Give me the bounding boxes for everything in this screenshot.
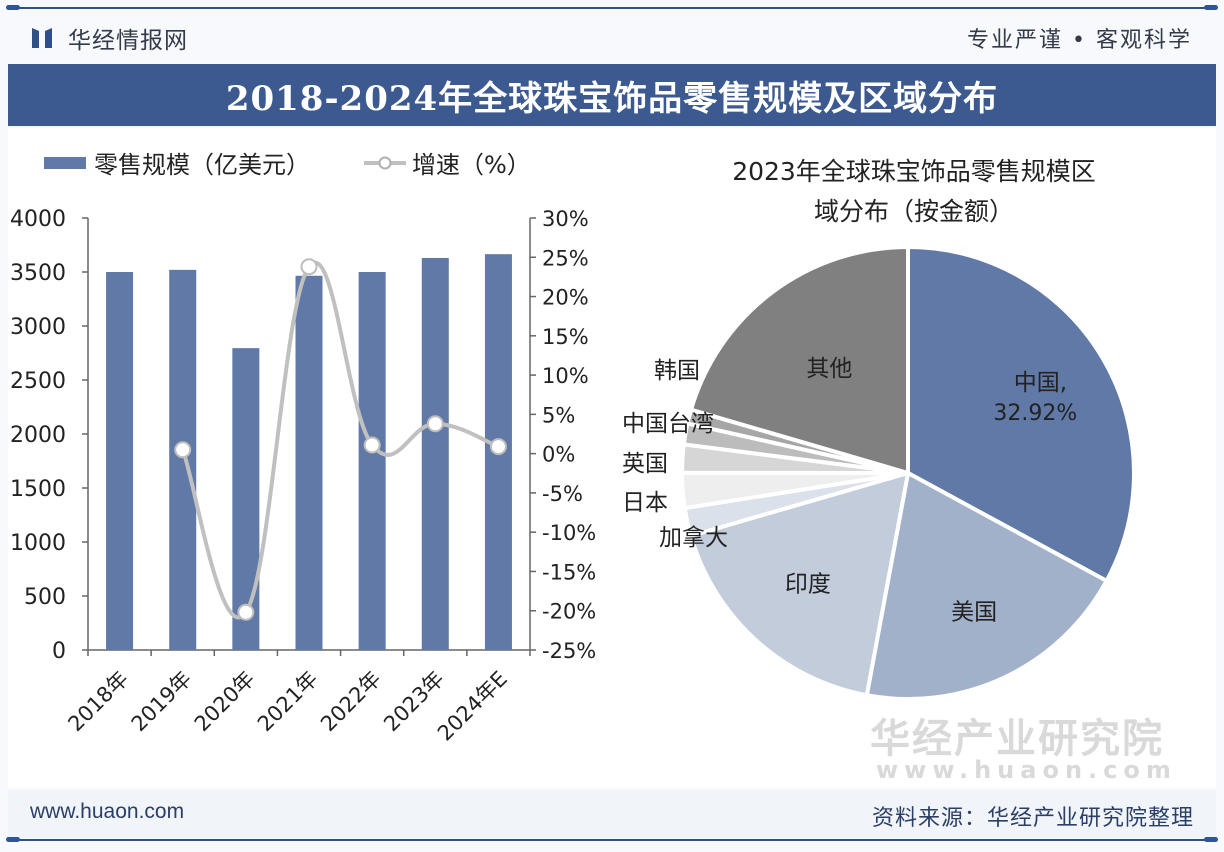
pie-label-中国: 中国, [1014,370,1067,396]
x-tick-label: 2022年 [316,667,386,737]
pie-slice-美国 [864,471,1109,701]
combo-axes: 0 500 1000 1500 2000 2500 3000 3500 4000 -25% -20%… [10,207,596,664]
left-tick-label: 500 [24,585,66,610]
bottom-divider [8,839,1216,841]
bar-2021年 [295,275,323,650]
left-tick-label: 1500 [10,477,66,502]
x-tick-label: 2019年 [127,667,197,737]
x-tick-label: 2021年 [253,667,323,737]
right-tick-label: 10% [542,364,589,388]
pie-label-日本: 日本 [622,490,668,516]
right-tick-label: 15% [542,325,589,349]
right-tick-label: -15% [542,560,596,584]
left-tick-label: 3000 [10,315,66,340]
right-tick-label: -20% [542,600,596,624]
pie-labels: 中国, 32.92% 美国 印度 加拿大 日本 英国 中国台湾 韩国 其他 [622,356,1077,626]
right-tick-label: -10% [542,521,596,545]
pie-slice-中国 [906,245,1136,583]
legend-bar-swatch [44,157,86,169]
brand-logo-icon [32,28,52,48]
pie-slice-印度 [688,471,910,698]
footer: www.huaon.com 资料来源：华经产业研究院整理 [8,790,1216,838]
combo-bars [106,254,512,650]
bottom-divider-cap-right [1204,837,1218,842]
left-tick-label: 2000 [10,423,66,448]
legend-line-marker [378,156,392,170]
pie-slices [680,245,1136,701]
pie-title-line-2: 域分布（按金额） [814,197,1014,226]
pie-label-英国: 英国 [622,451,668,477]
right-tick-label: 30% [542,207,589,231]
right-tick-label: 20% [542,286,589,310]
title-bar: 2018-2024年全球珠宝饰品零售规模及区域分布 [8,64,1216,126]
left-tick-label: 3500 [10,261,66,286]
legend-line-label: 增速（%） [412,151,531,179]
growth-point [489,438,507,456]
pie-slice-其他 [689,245,910,475]
bar-2018年 [106,272,134,650]
right-tick-label: 5% [542,403,575,427]
left-tick-label: 4000 [10,207,66,232]
left-tick-label: 1000 [10,531,66,556]
top-divider-cap-right [1204,5,1218,10]
pie-label-美国: 美国 [951,600,997,626]
right-tick-label: -25% [542,639,596,663]
combo-legend: 零售规模（亿美元） 增速（%） [44,151,531,179]
growth-point [426,415,444,433]
bottom-divider-cap-left [6,837,20,842]
combo-growth-line [174,258,507,621]
slogan: 专业严谨 • 客观科学 [967,28,1192,53]
right-tick-label: 25% [542,246,589,270]
bar-2020年 [232,348,260,650]
x-tick-label: 2020年 [190,667,260,737]
legend-bar-label: 零售规模（亿美元） [94,151,310,179]
right-tick-label: 0% [542,443,575,467]
brand: 华经情报网 [30,22,188,54]
left-tick-label: 0 [52,639,66,664]
footer-source: 资料来源：华经产业研究院整理 [871,806,1194,831]
right-tick-label: -5% [542,482,583,506]
bar-2019年 [169,269,197,650]
growth-point [237,603,255,621]
top-divider [8,7,1216,9]
pie-label-韩国: 韩国 [654,358,700,384]
footer-url[interactable]: www.huaon.com [30,800,185,823]
growth-line-path [180,260,500,620]
growth-point [174,441,192,459]
pie-title-line-1: 2023年全球珠宝饰品零售规模区 [732,157,1096,186]
page-title: 2018-2024年全球珠宝饰品零售规模及区域分布 [225,78,999,119]
growth-point [300,258,318,276]
x-tick-label: 2024年E [433,667,512,746]
brand-name: 华经情报网 [68,28,188,54]
bar-2022年 [358,272,386,650]
pie-label-印度: 印度 [785,572,831,598]
x-tick-label: 2018年 [63,667,133,737]
pie-label-中国台湾: 中国台湾 [622,411,714,437]
pie-label-加拿大: 加拿大 [659,524,728,551]
growth-point [363,436,381,454]
pie-label-其他: 其他 [806,356,852,382]
top-divider-cap-left [6,5,20,10]
combo-chart: 零售规模（亿美元） 增速（%） 0 500 1000 1500 2000 2500 3000… [10,151,596,746]
left-tick-label: 2500 [10,369,66,394]
pie-value-中国: 32.92% [993,401,1077,426]
bar-2023年 [421,257,449,650]
pie-chart: 2023年全球珠宝饰品零售规模区 域分布（按金额） 中国, 32.92% 美国 印度 加… [622,157,1136,701]
